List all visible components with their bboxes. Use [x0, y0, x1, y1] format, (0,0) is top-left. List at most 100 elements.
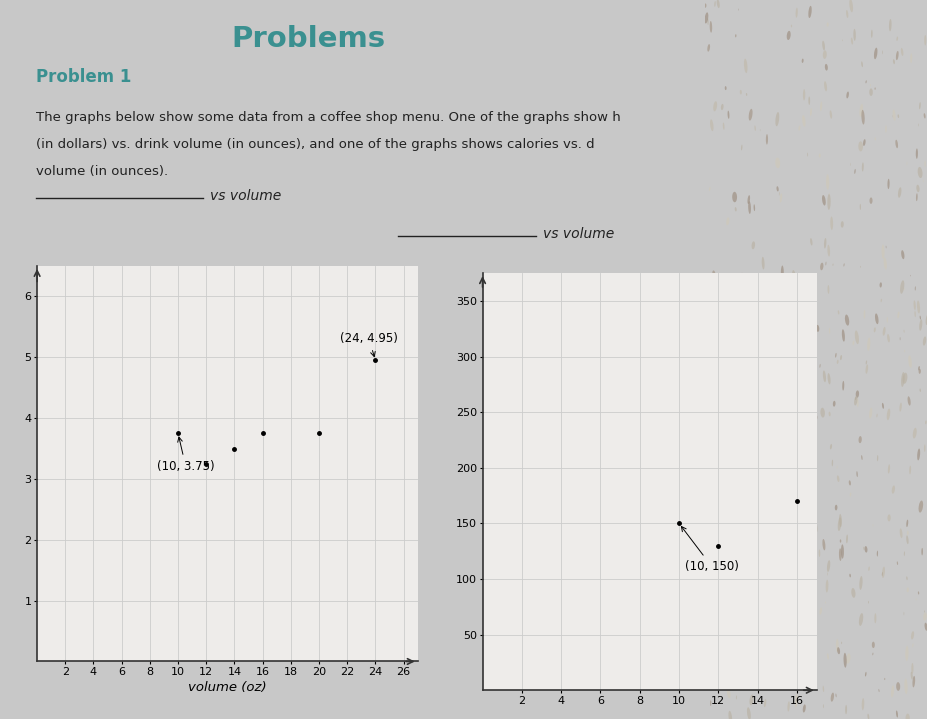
Ellipse shape	[826, 194, 830, 210]
Ellipse shape	[828, 328, 830, 334]
Ellipse shape	[724, 360, 726, 367]
Ellipse shape	[871, 653, 872, 655]
Ellipse shape	[826, 560, 830, 572]
Ellipse shape	[892, 109, 895, 121]
Ellipse shape	[887, 464, 889, 474]
Ellipse shape	[916, 449, 920, 460]
Ellipse shape	[754, 276, 756, 288]
Ellipse shape	[747, 451, 749, 459]
Ellipse shape	[783, 436, 788, 446]
Ellipse shape	[838, 549, 841, 561]
Ellipse shape	[868, 567, 869, 571]
Ellipse shape	[845, 534, 847, 544]
Ellipse shape	[915, 185, 919, 192]
Ellipse shape	[881, 567, 884, 578]
Ellipse shape	[782, 631, 786, 640]
Ellipse shape	[722, 427, 723, 431]
Ellipse shape	[911, 676, 914, 687]
Ellipse shape	[827, 373, 830, 385]
Ellipse shape	[727, 111, 729, 119]
Ellipse shape	[864, 672, 866, 677]
Ellipse shape	[862, 546, 864, 550]
Ellipse shape	[919, 316, 920, 319]
Ellipse shape	[818, 153, 819, 157]
Ellipse shape	[858, 104, 862, 116]
Ellipse shape	[709, 21, 711, 32]
Ellipse shape	[921, 336, 925, 346]
Ellipse shape	[717, 297, 720, 304]
Ellipse shape	[787, 289, 791, 300]
Ellipse shape	[923, 444, 924, 452]
Ellipse shape	[819, 408, 824, 418]
Ellipse shape	[891, 485, 894, 494]
Ellipse shape	[739, 90, 741, 94]
Ellipse shape	[867, 601, 868, 603]
Ellipse shape	[737, 548, 739, 561]
Ellipse shape	[749, 695, 753, 705]
Ellipse shape	[911, 644, 912, 647]
Ellipse shape	[764, 417, 767, 426]
Ellipse shape	[909, 672, 912, 679]
Ellipse shape	[858, 203, 860, 210]
Ellipse shape	[790, 24, 792, 27]
Ellipse shape	[800, 298, 805, 309]
Ellipse shape	[834, 353, 836, 357]
Ellipse shape	[800, 505, 802, 513]
Ellipse shape	[919, 319, 921, 331]
Ellipse shape	[836, 647, 839, 654]
Ellipse shape	[802, 89, 805, 101]
Ellipse shape	[873, 613, 875, 623]
Ellipse shape	[865, 365, 867, 374]
Ellipse shape	[886, 514, 890, 521]
Ellipse shape	[840, 544, 843, 559]
Ellipse shape	[792, 639, 793, 645]
Ellipse shape	[858, 576, 862, 590]
Ellipse shape	[861, 698, 863, 710]
Ellipse shape	[827, 244, 829, 257]
Ellipse shape	[906, 587, 908, 592]
Ellipse shape	[713, 428, 715, 436]
Ellipse shape	[832, 400, 834, 407]
Ellipse shape	[905, 713, 908, 719]
Ellipse shape	[863, 310, 865, 319]
Ellipse shape	[794, 694, 797, 707]
Ellipse shape	[821, 195, 825, 206]
Ellipse shape	[880, 298, 881, 302]
Ellipse shape	[802, 705, 805, 713]
Ellipse shape	[836, 360, 838, 364]
Ellipse shape	[896, 114, 898, 118]
Ellipse shape	[829, 110, 832, 119]
Ellipse shape	[837, 518, 841, 531]
Ellipse shape	[886, 179, 889, 189]
Ellipse shape	[778, 192, 779, 196]
Ellipse shape	[715, 652, 717, 659]
Ellipse shape	[774, 157, 780, 168]
Ellipse shape	[906, 536, 908, 544]
Ellipse shape	[717, 491, 720, 500]
Ellipse shape	[726, 689, 730, 698]
Ellipse shape	[750, 615, 755, 626]
Ellipse shape	[903, 350, 904, 352]
Ellipse shape	[746, 195, 749, 204]
Ellipse shape	[881, 572, 882, 576]
Ellipse shape	[741, 273, 743, 278]
Ellipse shape	[890, 685, 893, 697]
Ellipse shape	[769, 548, 771, 554]
Ellipse shape	[876, 455, 877, 462]
Ellipse shape	[869, 408, 871, 418]
Ellipse shape	[886, 334, 889, 342]
Ellipse shape	[862, 139, 865, 146]
Ellipse shape	[786, 31, 790, 40]
Ellipse shape	[821, 686, 823, 692]
Ellipse shape	[722, 329, 725, 336]
Ellipse shape	[761, 391, 763, 395]
Ellipse shape	[915, 148, 917, 159]
Ellipse shape	[787, 450, 788, 455]
Ellipse shape	[895, 139, 897, 148]
Ellipse shape	[895, 710, 897, 718]
Ellipse shape	[878, 689, 879, 692]
Ellipse shape	[791, 501, 792, 509]
Ellipse shape	[743, 664, 746, 678]
Ellipse shape	[704, 507, 708, 518]
Ellipse shape	[897, 187, 900, 198]
